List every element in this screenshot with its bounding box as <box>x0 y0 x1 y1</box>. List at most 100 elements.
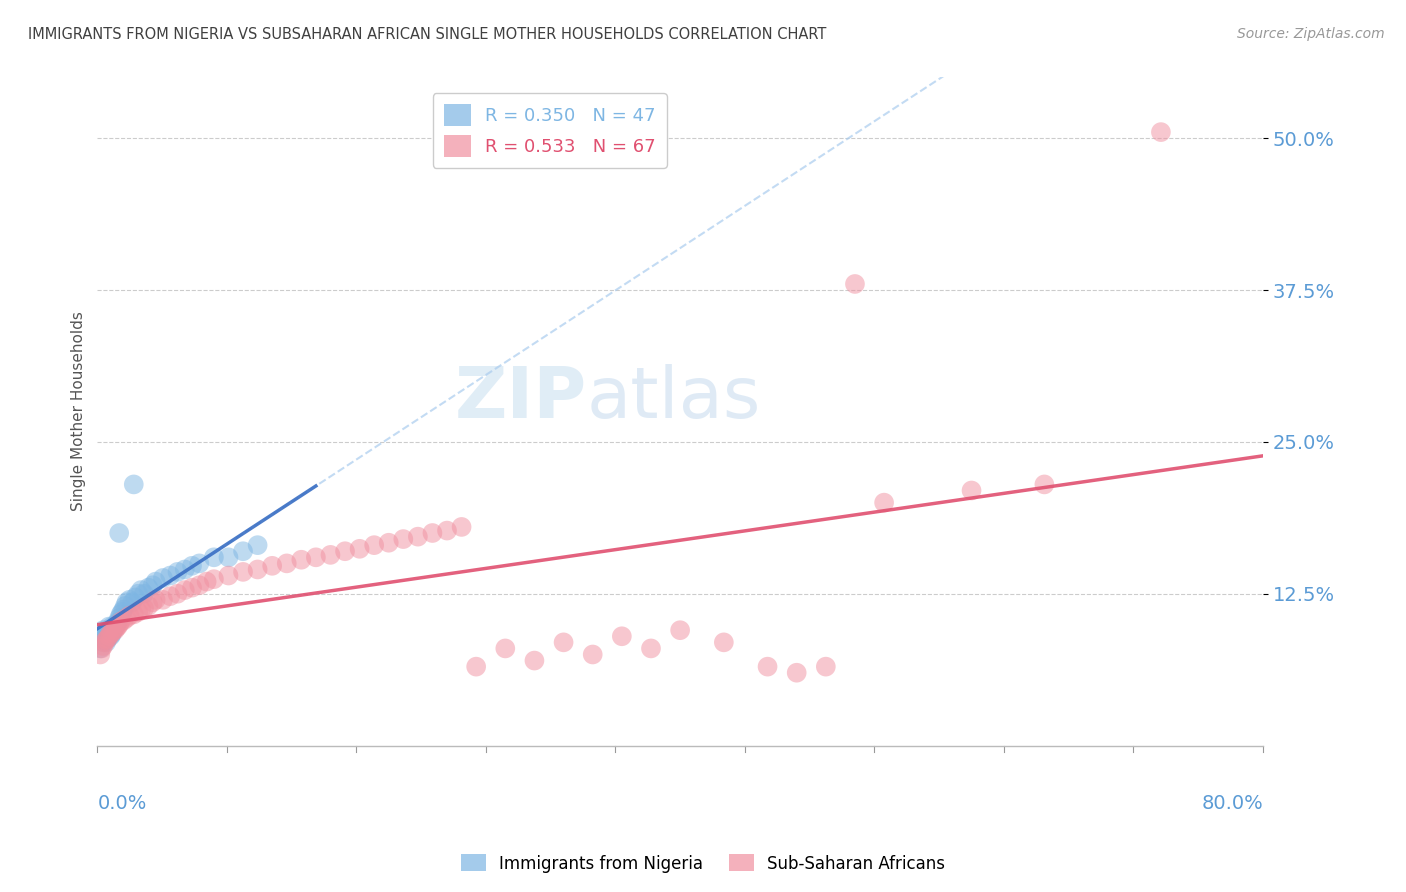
Point <box>276 557 298 571</box>
Legend: R = 0.350   N = 47, R = 0.533   N = 67: R = 0.350 N = 47, R = 0.533 N = 67 <box>433 93 666 168</box>
Point <box>640 641 662 656</box>
Point <box>246 562 269 576</box>
Point <box>181 581 204 595</box>
Point <box>93 627 115 641</box>
Point <box>98 619 121 633</box>
Point <box>465 659 488 673</box>
Point <box>138 581 160 595</box>
Point <box>523 654 546 668</box>
Point <box>159 568 181 582</box>
Point <box>181 558 204 573</box>
Point <box>108 617 131 632</box>
Point <box>96 632 118 646</box>
Point <box>1150 125 1173 139</box>
Point <box>152 571 174 585</box>
Point <box>108 611 131 625</box>
Point <box>553 635 575 649</box>
Point <box>246 538 269 552</box>
Point <box>814 659 837 673</box>
Point <box>94 632 117 647</box>
Point <box>202 550 225 565</box>
Point <box>110 607 132 622</box>
Point <box>756 659 779 673</box>
Point <box>98 627 121 641</box>
Point <box>494 641 516 656</box>
Point <box>118 608 141 623</box>
Text: 0.0%: 0.0% <box>97 794 146 814</box>
Point <box>103 623 125 637</box>
Point <box>166 587 188 601</box>
Point <box>166 565 188 579</box>
Point <box>96 623 118 637</box>
Point <box>188 557 211 571</box>
Point <box>115 595 138 609</box>
Point <box>101 619 124 633</box>
Point <box>786 665 808 680</box>
Point <box>142 578 165 592</box>
Point <box>105 617 128 632</box>
Point <box>127 605 149 619</box>
Point <box>100 623 122 637</box>
Point <box>129 602 152 616</box>
Point <box>91 623 114 637</box>
Point <box>90 641 112 656</box>
Point <box>188 578 211 592</box>
Point <box>104 623 127 637</box>
Point <box>319 548 342 562</box>
Point <box>290 553 312 567</box>
Point <box>202 572 225 586</box>
Point <box>960 483 983 498</box>
Point <box>114 599 136 613</box>
Point <box>173 583 195 598</box>
Point <box>94 635 117 649</box>
Point <box>89 641 111 656</box>
Point <box>122 607 145 622</box>
Point <box>844 277 866 291</box>
Point <box>127 587 149 601</box>
Point <box>305 550 328 565</box>
Point <box>93 632 115 646</box>
Point <box>195 574 218 589</box>
Point <box>124 591 146 605</box>
Point <box>91 635 114 649</box>
Point <box>145 592 167 607</box>
Point <box>138 599 160 613</box>
Y-axis label: Single Mother Households: Single Mother Households <box>72 311 86 511</box>
Point <box>90 629 112 643</box>
Point <box>232 544 254 558</box>
Point <box>377 535 399 549</box>
Point <box>1033 477 1056 491</box>
Point <box>107 619 129 633</box>
Point <box>450 520 472 534</box>
Point <box>713 635 735 649</box>
Point <box>363 538 385 552</box>
Point <box>610 629 633 643</box>
Point <box>159 589 181 603</box>
Point <box>873 495 896 509</box>
Point <box>101 625 124 640</box>
Point <box>96 632 118 646</box>
Point <box>93 635 115 649</box>
Point <box>333 544 356 558</box>
Point <box>108 526 131 541</box>
Point <box>110 615 132 629</box>
Point <box>132 587 155 601</box>
Point <box>100 627 122 641</box>
Text: Source: ZipAtlas.com: Source: ZipAtlas.com <box>1237 27 1385 41</box>
Point <box>392 532 415 546</box>
Point <box>262 558 284 573</box>
Point <box>129 583 152 598</box>
Point <box>111 605 134 619</box>
Point <box>91 639 114 653</box>
Point <box>406 530 429 544</box>
Point <box>142 595 165 609</box>
Point <box>121 595 143 609</box>
Point <box>122 477 145 491</box>
Legend: Immigrants from Nigeria, Sub-Saharan Africans: Immigrants from Nigeria, Sub-Saharan Afr… <box>454 847 952 880</box>
Point <box>105 621 128 635</box>
Point <box>145 574 167 589</box>
Text: atlas: atlas <box>586 364 761 433</box>
Point <box>436 524 458 538</box>
Point <box>103 623 125 637</box>
Text: ZIP: ZIP <box>454 364 586 433</box>
